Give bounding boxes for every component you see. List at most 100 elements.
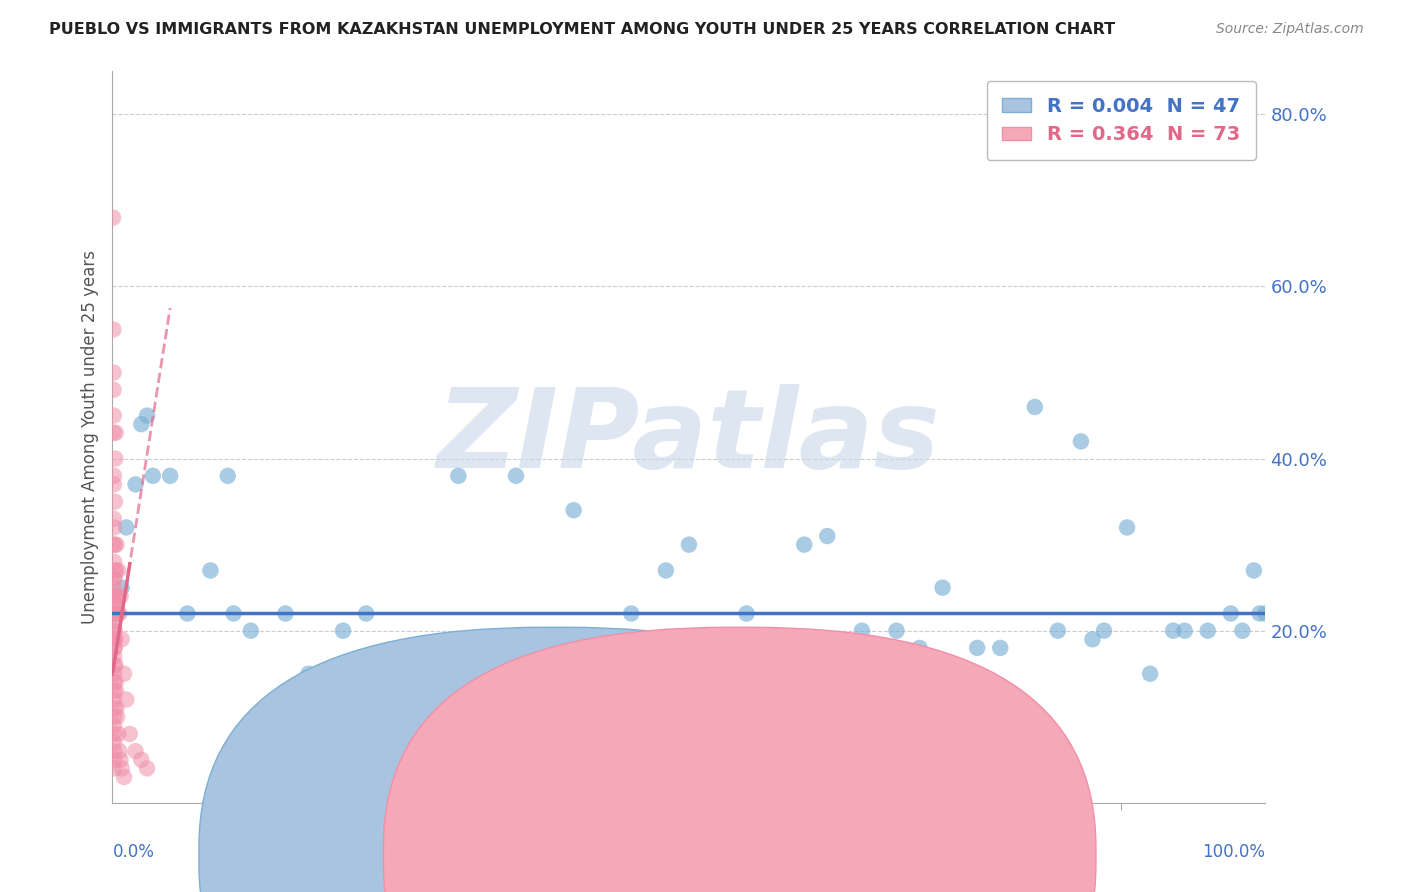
- Point: [222, 607, 245, 621]
- Point: [103, 692, 125, 706]
- Point: [103, 572, 125, 586]
- Point: [562, 503, 585, 517]
- Point: [103, 409, 125, 423]
- Point: [104, 564, 127, 578]
- Point: [239, 624, 262, 638]
- Point: [112, 770, 135, 784]
- Point: [103, 675, 125, 690]
- Point: [103, 607, 125, 621]
- Point: [103, 589, 125, 603]
- Point: [136, 409, 159, 423]
- Point: [105, 538, 128, 552]
- Text: Immigrants from Kazakhstan: Immigrants from Kazakhstan: [654, 854, 910, 872]
- Point: [104, 425, 127, 440]
- Point: [104, 640, 127, 655]
- Point: [103, 322, 125, 336]
- Point: [136, 761, 159, 775]
- Point: [115, 692, 138, 706]
- Point: [200, 564, 222, 578]
- Point: [105, 701, 128, 715]
- Point: [107, 607, 129, 621]
- Point: [103, 607, 125, 621]
- Point: [103, 383, 125, 397]
- Point: [1219, 607, 1241, 621]
- Point: [110, 589, 132, 603]
- Point: [103, 632, 125, 647]
- Point: [274, 607, 297, 621]
- Point: [103, 477, 125, 491]
- Point: [103, 710, 125, 724]
- Point: [104, 684, 127, 698]
- Point: [908, 640, 931, 655]
- Point: [103, 744, 125, 758]
- Point: [103, 718, 125, 732]
- Point: [103, 555, 125, 569]
- Text: Pueblo: Pueblo: [561, 854, 633, 872]
- Point: [111, 632, 134, 647]
- Point: [103, 658, 125, 673]
- Point: [103, 572, 125, 586]
- Text: 0.0%: 0.0%: [112, 843, 155, 861]
- Point: [104, 598, 127, 612]
- Point: [678, 538, 700, 552]
- Point: [104, 658, 127, 673]
- Point: [111, 761, 134, 775]
- Point: [104, 624, 127, 638]
- Point: [103, 761, 125, 775]
- Point: [108, 607, 131, 621]
- Point: [1116, 520, 1139, 534]
- Point: [103, 753, 125, 767]
- Legend: R = 0.004  N = 47, R = 0.364  N = 73: R = 0.004 N = 47, R = 0.364 N = 73: [987, 81, 1256, 160]
- Point: [103, 632, 125, 647]
- Point: [851, 624, 873, 638]
- Point: [1092, 624, 1115, 638]
- Point: [104, 675, 127, 690]
- Point: [620, 607, 643, 621]
- Point: [103, 666, 125, 681]
- Point: [1161, 624, 1184, 638]
- Point: [1174, 624, 1197, 638]
- Point: [1046, 624, 1069, 638]
- Point: [103, 512, 125, 526]
- Point: [103, 701, 125, 715]
- Text: PUEBLO VS IMMIGRANTS FROM KAZAKHSTAN UNEMPLOYMENT AMONG YOUTH UNDER 25 YEARS COR: PUEBLO VS IMMIGRANTS FROM KAZAKHSTAN UNE…: [49, 22, 1115, 37]
- Point: [1024, 400, 1046, 414]
- Point: [104, 632, 127, 647]
- Point: [103, 520, 125, 534]
- Point: [354, 607, 377, 621]
- Point: [124, 744, 146, 758]
- FancyBboxPatch shape: [384, 627, 1095, 892]
- Point: [104, 494, 127, 508]
- Point: [124, 477, 146, 491]
- Point: [105, 589, 128, 603]
- Point: [104, 607, 127, 621]
- Point: [112, 666, 135, 681]
- Point: [103, 538, 125, 552]
- Point: [505, 468, 527, 483]
- Point: [103, 425, 125, 440]
- Point: [105, 607, 128, 621]
- Text: Source: ZipAtlas.com: Source: ZipAtlas.com: [1216, 22, 1364, 37]
- Point: [111, 581, 134, 595]
- Point: [815, 529, 838, 543]
- Point: [103, 615, 125, 629]
- Point: [217, 468, 239, 483]
- Point: [104, 538, 127, 552]
- Point: [1243, 564, 1265, 578]
- Point: [176, 607, 198, 621]
- Text: ZIPatlas: ZIPatlas: [437, 384, 941, 491]
- Point: [1139, 666, 1161, 681]
- Point: [103, 684, 125, 698]
- Point: [886, 624, 908, 638]
- Point: [110, 753, 132, 767]
- FancyBboxPatch shape: [200, 627, 911, 892]
- Point: [103, 598, 125, 612]
- Point: [101, 211, 124, 225]
- Point: [103, 366, 125, 380]
- Point: [108, 744, 131, 758]
- Point: [103, 735, 125, 749]
- Point: [1254, 607, 1277, 621]
- Point: [159, 468, 181, 483]
- Point: [931, 581, 953, 595]
- Point: [332, 624, 354, 638]
